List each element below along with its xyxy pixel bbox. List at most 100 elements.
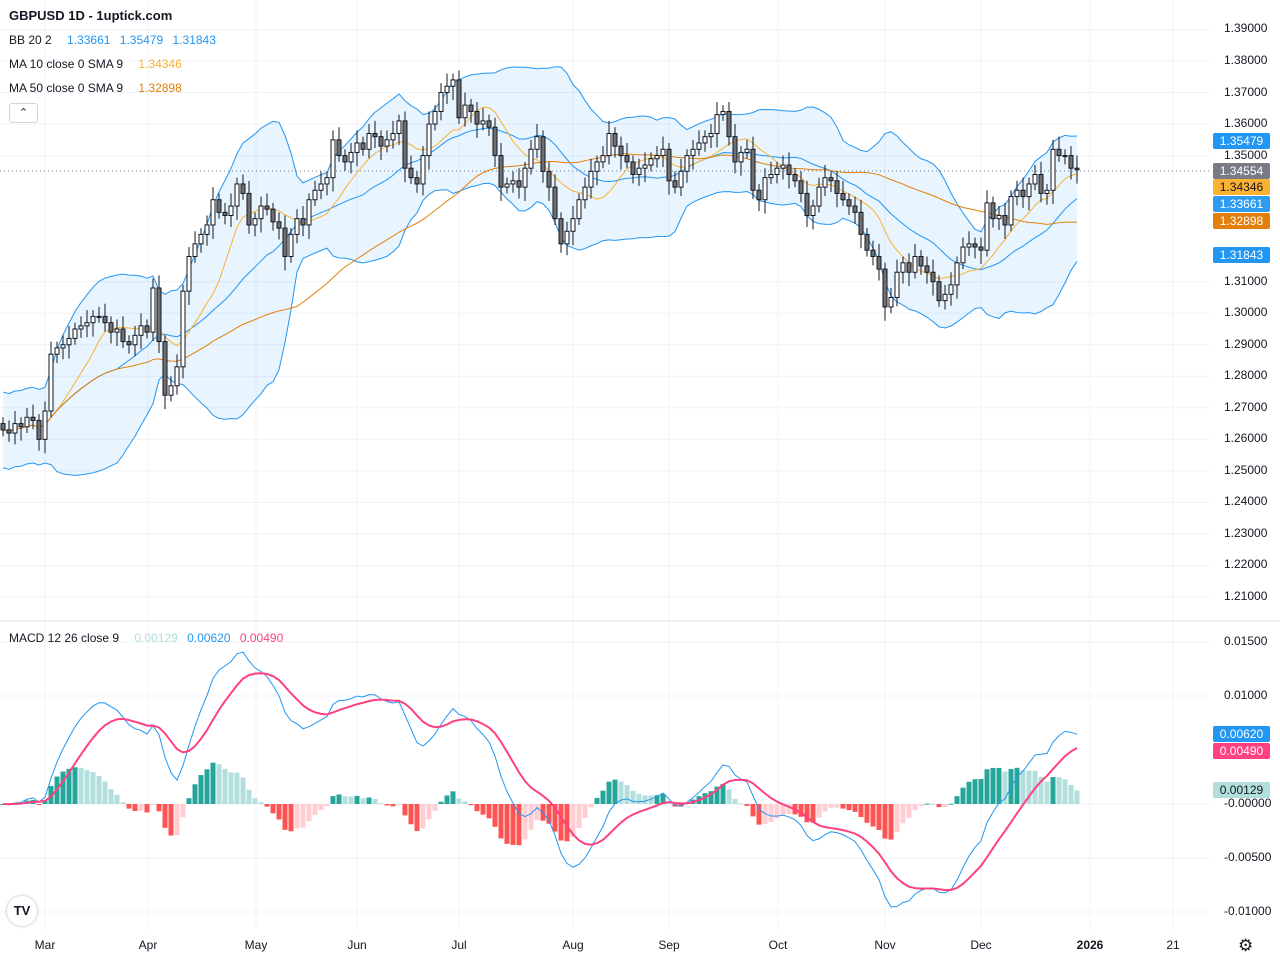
candle-body (1038, 174, 1044, 194)
macd-histogram-bar (888, 804, 894, 840)
macd-histogram-bar (606, 781, 612, 804)
macd-histogram-bar (822, 804, 828, 812)
legend-macd[interactable]: MACD 12 26 close 9 0.00129 0.00620 0.004… (9, 631, 289, 645)
candle-body (210, 199, 216, 226)
macd-histogram-bar (198, 775, 204, 804)
macd-histogram-bar (576, 804, 582, 828)
legend-bb[interactable]: BB 20 2 1.33661 1.35479 1.31843 (9, 33, 222, 47)
candle-body (720, 110, 726, 116)
macd-histogram-bar (462, 801, 468, 804)
macd-histogram-bar (750, 804, 756, 817)
candle-body (318, 183, 324, 191)
time-tick-label: May (244, 938, 268, 952)
candle-body (1008, 196, 1014, 226)
candle-body (522, 167, 528, 188)
macd-histogram-bar (600, 790, 606, 804)
tradingview-logo[interactable]: TV (7, 896, 37, 926)
macd-histogram-bar (630, 790, 636, 804)
candle-body (114, 328, 120, 333)
gear-icon[interactable]: ⚙ (1238, 936, 1254, 955)
macd-label: MACD 12 26 close 9 (9, 631, 120, 645)
macd-histogram-bar (1020, 770, 1026, 804)
candle-body (660, 148, 666, 157)
macd-histogram-bar (828, 804, 834, 808)
candle-body (36, 419, 42, 440)
macd-histogram-bar (396, 804, 402, 805)
candle-body (348, 151, 354, 163)
macd-histogram-bar (552, 804, 558, 832)
macd-histogram-bar (360, 798, 366, 804)
legend-ma10[interactable]: MA 10 close 0 SMA 9 1.34346 (9, 57, 188, 71)
ma50-value: 1.32898 (138, 81, 182, 95)
candle-body (786, 164, 792, 176)
candle-body (408, 167, 414, 179)
chevron-up-icon: ⌃ (18, 107, 29, 119)
candle-body (882, 268, 888, 308)
candle-body (24, 416, 30, 428)
time-tick-label: Aug (562, 938, 584, 952)
macd-histogram-bar (738, 803, 744, 805)
candle-body (54, 347, 60, 355)
candle-body (702, 136, 708, 144)
candle-body (222, 211, 228, 216)
candle-body (312, 189, 318, 201)
candle-body (360, 142, 366, 150)
candle-body (516, 180, 522, 188)
candle-body (774, 167, 780, 176)
macd-histogram-bar (378, 803, 384, 805)
macd-histogram-bar (444, 795, 450, 804)
macd-histogram-bar (996, 767, 1002, 804)
candle-body (726, 110, 732, 138)
candle-body (342, 155, 348, 163)
candle-body (888, 296, 894, 308)
macd-histogram-bar (618, 781, 624, 804)
candle-body (738, 151, 744, 163)
macd-histogram-bar (486, 804, 492, 819)
candle-body (276, 221, 282, 229)
macd-histogram-bar (234, 772, 240, 804)
macd-histogram-bar (894, 804, 900, 833)
candle-body (324, 177, 330, 185)
macd-tag: 0.00129 (1213, 782, 1270, 798)
macd-signal-value: 0.00490 (239, 631, 284, 645)
candle-body (582, 186, 588, 201)
collapse-legend-button[interactable]: ⌃ (9, 103, 38, 123)
macd-histogram-bar (294, 804, 300, 829)
candle-body (384, 139, 390, 147)
legend-ma50[interactable]: MA 50 close 0 SMA 9 1.32898 (9, 81, 188, 95)
candle-body (714, 114, 720, 135)
macd-histogram-bar (786, 804, 792, 815)
price-tick-label: 1.38000 (1224, 53, 1268, 67)
candle-body (120, 328, 126, 343)
price-tick-label: 1.22000 (1224, 557, 1268, 572)
macd-histogram-bar (882, 804, 888, 839)
candle-body (708, 133, 714, 138)
price-tick-label: 1.31000 (1224, 273, 1268, 288)
macd-histogram-bar (924, 803, 930, 805)
macd-histogram-bar (858, 804, 864, 818)
candle-body (600, 155, 606, 163)
candle-body (648, 158, 654, 166)
candle-body (390, 133, 396, 141)
macd-histogram-bar (366, 797, 372, 804)
candle-body (942, 293, 948, 302)
candle-body (948, 284, 954, 295)
macd-tick-label: -0.01000 (1224, 904, 1272, 918)
macd-histogram-bar (720, 784, 726, 804)
macd-histogram-bar (510, 804, 516, 845)
candle-body (1074, 167, 1080, 171)
macd-tick-label: 0.01000 (1224, 688, 1268, 702)
candle-body (990, 202, 996, 220)
macd-histogram-bar (918, 804, 924, 806)
macd-histogram-bar (144, 804, 150, 813)
candle-body (0, 423, 6, 431)
candle-body (174, 366, 180, 387)
candle-body (564, 230, 570, 245)
candle-body (258, 205, 264, 220)
bb-upper-line (2, 66, 1078, 395)
candle-body (108, 322, 114, 333)
macd-histogram-bar (90, 772, 96, 804)
candle-body (300, 218, 306, 226)
candle-body (780, 164, 786, 169)
